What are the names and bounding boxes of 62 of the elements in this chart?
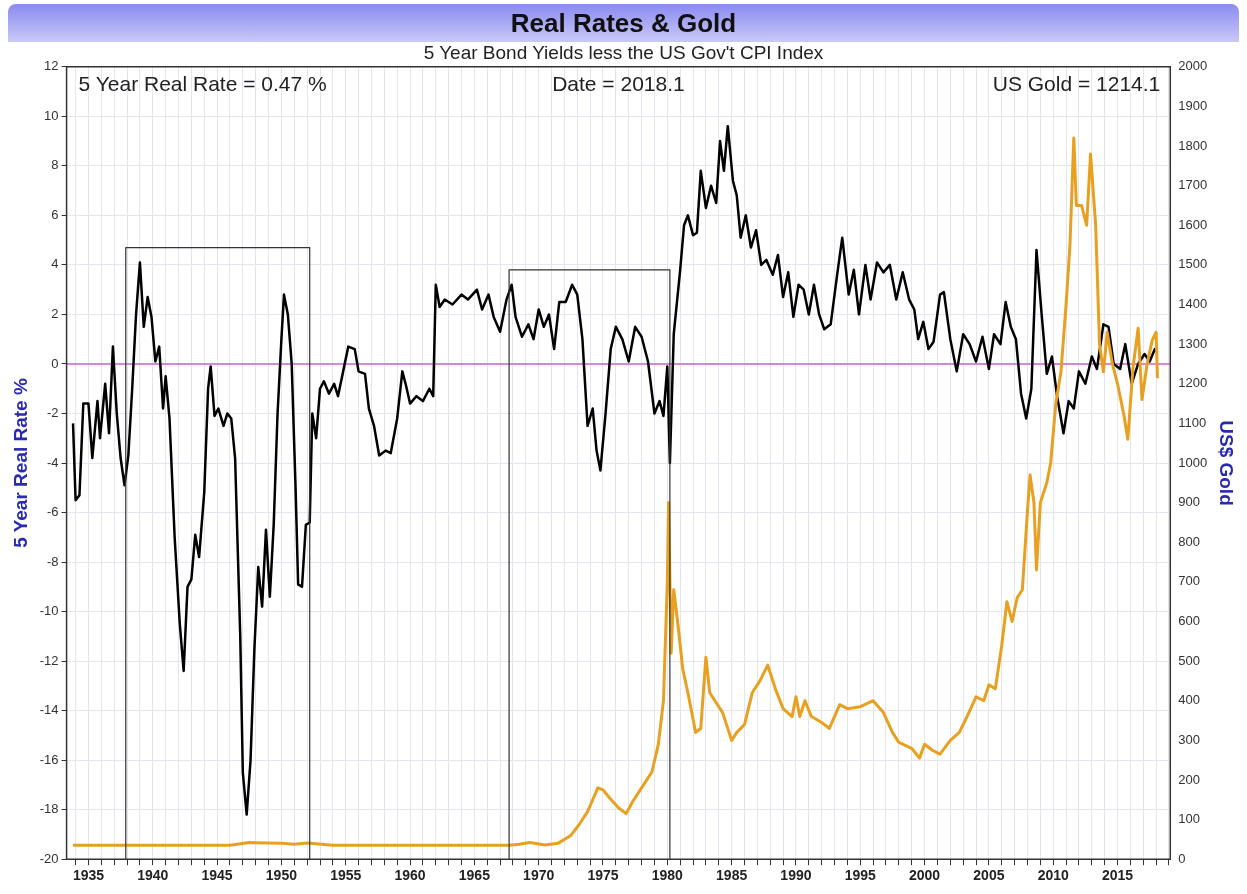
y-tick-label: 2 (51, 306, 59, 321)
y2-tick-label: 1100 (1178, 414, 1207, 430)
y2-tick-label: 1500 (1178, 256, 1208, 272)
x-tick-label: 1965 (458, 867, 491, 884)
x-tick-label: 1960 (394, 867, 426, 884)
y2-axis-title: US$ Gold (1216, 420, 1238, 506)
x-tick-label: 2000 (909, 867, 941, 884)
y-tick-label: 6 (51, 206, 59, 222)
annotation: US Gold = 1214.1 (992, 72, 1161, 96)
y2-tick-label: 1800 (1178, 137, 1208, 153)
y2-tick-label: 2000 (1178, 58, 1208, 74)
y2-tick-label: 1000 (1178, 454, 1208, 470)
y2-tick-label: 800 (1178, 533, 1200, 549)
y-tick-label: -16 (39, 751, 59, 767)
y-axis-title: 5 Year Real Rate % (9, 378, 31, 548)
y-tick-label: 4 (51, 256, 59, 272)
y-tick-label: 10 (44, 107, 59, 123)
x-tick-label: 1955 (330, 867, 362, 884)
y2-tick-label: 500 (1178, 652, 1200, 668)
annotation: 5 Year Real Rate = 0.47 % (78, 72, 327, 96)
y2-tick-label: 700 (1178, 573, 1200, 589)
chart-subtitle: 5 Year Bond Yields less the US Gov't CPI Index (423, 41, 824, 63)
y-tick-label: -10 (39, 603, 59, 619)
y2-tick-label: 0 (1178, 850, 1186, 866)
x-tick-label: 1940 (137, 867, 169, 884)
x-tick-label: 2015 (1101, 867, 1134, 884)
x-tick-label: 2005 (973, 867, 1005, 884)
x-tick-label: 1985 (716, 867, 748, 884)
y-tick-label: -8 (47, 553, 59, 569)
y2-tick-label: 1200 (1178, 375, 1208, 391)
annotation: Date = 2018.1 (552, 72, 685, 96)
y-tick-label: -4 (47, 454, 59, 470)
x-tick-label: 1990 (780, 867, 812, 884)
y2-tick-label: 100 (1178, 811, 1200, 827)
y-tick-label: -18 (39, 801, 59, 817)
x-tick-label: 1995 (844, 867, 877, 884)
x-tick-label: 1945 (201, 867, 233, 884)
y2-tick-label: 1400 (1178, 296, 1208, 312)
y2-tick-label: 1600 (1178, 216, 1208, 232)
y2-tick-label: 900 (1178, 494, 1200, 510)
y2-tick-label: 1300 (1178, 335, 1208, 351)
x-tick-label: 1950 (265, 867, 298, 884)
x-tick-label: 1980 (651, 867, 684, 884)
x-tick-label: 2010 (1037, 867, 1069, 884)
chart-title: Real Rates & Gold (8, 4, 1239, 42)
y-tick-label: 8 (51, 157, 59, 173)
y-tick-label: -2 (47, 405, 59, 421)
y-tick-label: -20 (39, 850, 59, 866)
x-tick-label: 1975 (587, 867, 619, 884)
y2-tick-label: 400 (1178, 692, 1200, 708)
y-tick-label: 0 (51, 355, 59, 371)
y2-tick-label: 1900 (1178, 98, 1208, 113)
y-tick-label: 12 (44, 58, 59, 74)
x-tick-label: 1935 (72, 867, 105, 884)
y-tick-label: -14 (39, 702, 59, 718)
y-tick-label: -6 (47, 504, 59, 520)
y2-tick-label: 600 (1178, 613, 1200, 629)
y-tick-label: -12 (39, 652, 59, 668)
y2-tick-label: 200 (1178, 771, 1200, 787)
y2-tick-label: 1700 (1178, 177, 1208, 193)
x-tick-label: 1970 (523, 867, 555, 884)
y2-tick-label: 300 (1178, 731, 1200, 747)
